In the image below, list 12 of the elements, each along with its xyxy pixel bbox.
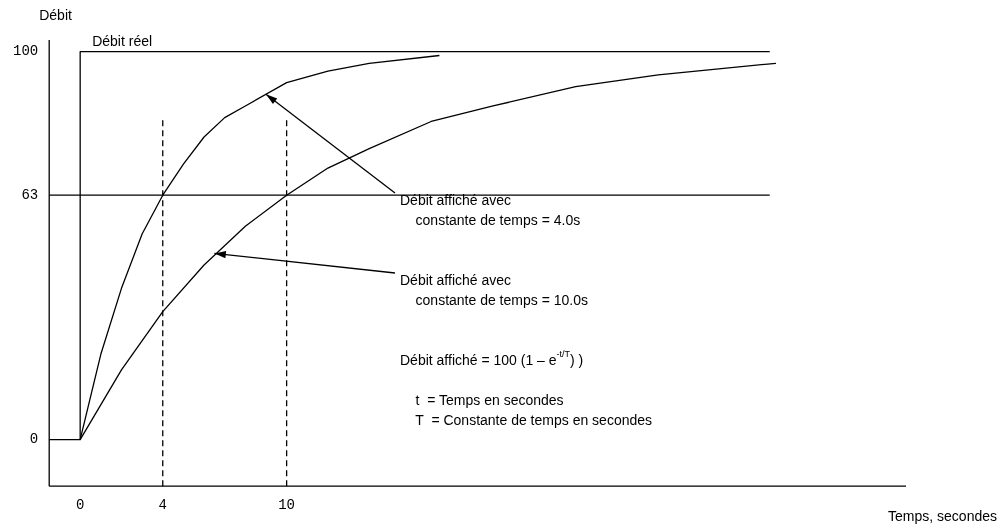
y-axis-title: Débit [39, 7, 72, 23]
x-tick-label: 10 [278, 497, 296, 514]
annotation: Débit affiché avec constante de temps = 4.0s [400, 192, 581, 228]
y-tick-label: 63 [21, 186, 39, 203]
x-axis-title: Temps, secondes [888, 508, 997, 524]
x-tick-label: 4 [158, 497, 167, 514]
y-tick-label: 0 [29, 431, 39, 448]
x-tick-label: 0 [75, 497, 85, 514]
annotation: Débit affiché avec constante de temps = 10.0s [400, 272, 588, 308]
annotation: t = Temps en secondes T = Constante de temps en secondes [400, 392, 653, 428]
y-tick-label: 100 [12, 43, 39, 60]
series-label: Débit réel [92, 32, 153, 49]
